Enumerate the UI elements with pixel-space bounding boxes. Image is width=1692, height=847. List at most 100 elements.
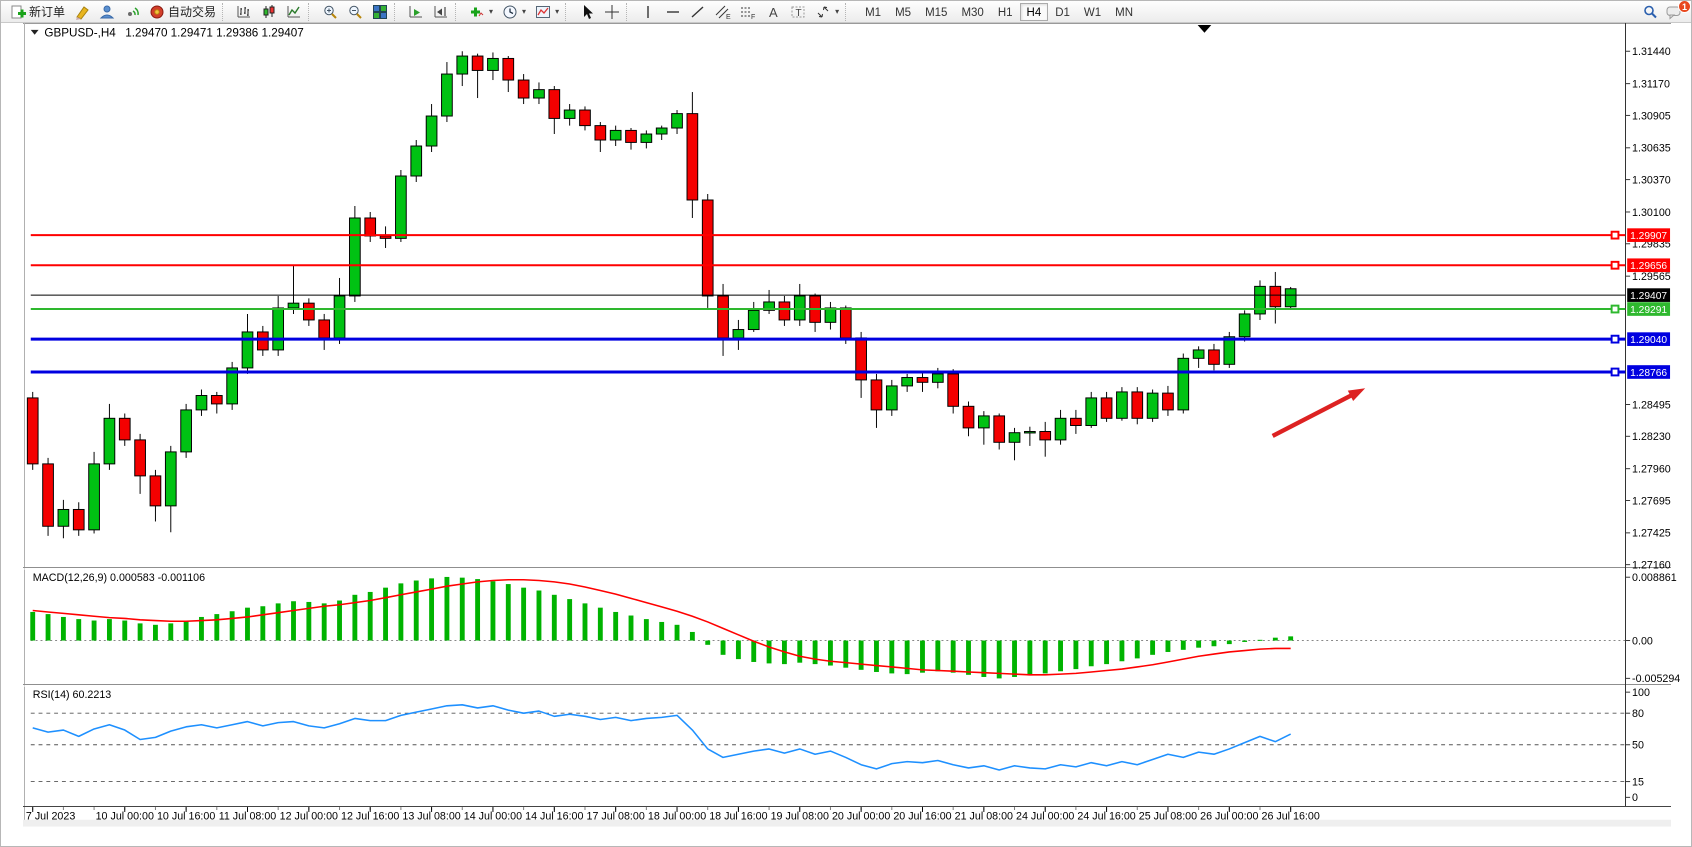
bull-candle bbox=[287, 302, 300, 309]
bear-candle bbox=[1039, 431, 1052, 441]
svg-text:1.29565: 1.29565 bbox=[1632, 271, 1671, 283]
svg-text:1.30370: 1.30370 bbox=[1632, 174, 1671, 186]
one-click-trading-toggle[interactable] bbox=[30, 29, 39, 35]
bull-candle bbox=[1254, 285, 1266, 315]
metaeditor-button[interactable] bbox=[69, 2, 94, 22]
horizontal-level-line[interactable] bbox=[30, 334, 1626, 344]
bull-candle bbox=[901, 377, 913, 387]
chart-shift-button[interactable] bbox=[428, 2, 453, 22]
trendline-tool-button[interactable] bbox=[685, 2, 710, 22]
svg-text:12 Jul 00:00: 12 Jul 00:00 bbox=[280, 811, 338, 823]
svg-text:E: E bbox=[726, 14, 731, 20]
periods-button[interactable]: ▾ bbox=[497, 2, 530, 22]
svg-text:17 Jul 08:00: 17 Jul 08:00 bbox=[587, 811, 645, 823]
search-icon bbox=[1641, 4, 1658, 20]
svg-text:20 Jul 00:00: 20 Jul 00:00 bbox=[832, 811, 890, 823]
svg-text:1.29407: 1.29407 bbox=[1630, 291, 1667, 302]
bull-candle bbox=[241, 331, 254, 369]
level-price-label: 1.29907 bbox=[1627, 228, 1671, 242]
timeframe-button-m5[interactable]: M5 bbox=[895, 6, 912, 19]
bull-candle bbox=[793, 295, 806, 321]
svg-text:26 Jul 00:00: 26 Jul 00:00 bbox=[1200, 811, 1258, 823]
zoom-in-button[interactable] bbox=[317, 2, 342, 22]
svg-text:13 Jul 08:00: 13 Jul 08:00 bbox=[402, 811, 460, 823]
bull-candle bbox=[272, 307, 285, 351]
tile-windows-button[interactable] bbox=[367, 2, 392, 22]
bull-candle bbox=[195, 395, 208, 411]
signal-icon bbox=[123, 4, 140, 20]
arrows-tool-button[interactable]: ▾ bbox=[810, 2, 843, 22]
chevron-down-icon: ▾ bbox=[835, 7, 840, 16]
notification-badge: 1 bbox=[1678, 1, 1691, 13]
chevron-down-icon: ▾ bbox=[522, 7, 527, 16]
cursor-tool-button[interactable] bbox=[574, 2, 599, 22]
auto-scroll-button[interactable] bbox=[403, 2, 428, 22]
svg-text:-0.005294: -0.005294 bbox=[1632, 673, 1680, 685]
channel-tool-button[interactable]: E bbox=[710, 2, 735, 22]
bear-candle bbox=[1100, 397, 1113, 419]
timeframe-button-w1[interactable]: W1 bbox=[1083, 6, 1102, 19]
templates-icon bbox=[534, 4, 551, 20]
notifications-button[interactable]: 1 bbox=[1662, 1, 1691, 22]
candlestick-button[interactable] bbox=[256, 2, 281, 22]
timeframe-button-m15[interactable]: M15 bbox=[925, 6, 948, 19]
bear-candle bbox=[1208, 349, 1220, 365]
templates-button[interactable]: ▾ bbox=[530, 2, 563, 22]
svg-text:0.00: 0.00 bbox=[1632, 635, 1653, 647]
chart-shift-marker[interactable] bbox=[1197, 24, 1212, 33]
indicators-button[interactable]: ▾ bbox=[464, 2, 497, 22]
zoom-out-button[interactable] bbox=[342, 2, 367, 22]
svg-text:1.27160: 1.27160 bbox=[1632, 560, 1671, 572]
bar-chart-button[interactable] bbox=[231, 2, 256, 22]
horizontal-level-line[interactable] bbox=[30, 230, 1626, 240]
auto-trading-button[interactable]: 自动交易 bbox=[144, 2, 220, 22]
signals-button[interactable] bbox=[119, 2, 144, 22]
svg-text:T: T bbox=[795, 8, 801, 19]
svg-text:1.31170: 1.31170 bbox=[1632, 79, 1670, 91]
bull-candle bbox=[885, 385, 898, 411]
bear-candle bbox=[947, 373, 960, 407]
timeframe-button-m1[interactable]: M1 bbox=[865, 6, 882, 19]
bear-candle bbox=[42, 463, 54, 527]
timeframe-button-h4[interactable]: H4 bbox=[1019, 2, 1049, 21]
new-order-button[interactable]: 新订单 bbox=[5, 2, 69, 22]
bull-candle bbox=[349, 217, 361, 297]
trend-arrow-annotation[interactable] bbox=[1271, 388, 1366, 438]
autotrading-icon bbox=[148, 4, 165, 20]
profile-icon bbox=[98, 4, 115, 20]
fibonacci-tool-button[interactable]: F bbox=[735, 2, 760, 22]
timeframe-button-mn[interactable]: MN bbox=[1115, 6, 1134, 19]
horizontal-line-tool-button[interactable] bbox=[660, 2, 685, 22]
horizontal-level-line[interactable] bbox=[30, 260, 1626, 270]
bull-candle bbox=[640, 133, 653, 143]
svg-text:10 Jul 16:00: 10 Jul 16:00 bbox=[157, 811, 215, 823]
price-chart-canvas[interactable]: 1.31440 1.31170 1.30905 1.30635 1.30370 1.301… bbox=[1, 23, 1692, 847]
horizontal-level-line[interactable] bbox=[30, 367, 1626, 377]
profile-button[interactable] bbox=[94, 2, 119, 22]
bear-candle bbox=[118, 417, 131, 441]
timeframe-button-h1[interactable]: H1 bbox=[997, 6, 1013, 19]
bear-candle bbox=[364, 217, 377, 237]
vertical-line-tool-button[interactable] bbox=[635, 2, 660, 22]
crosshair-tool-button[interactable] bbox=[599, 2, 624, 22]
bear-candle bbox=[379, 235, 392, 239]
horizontal-level-line[interactable] bbox=[30, 304, 1626, 314]
timeframe-button-m30[interactable]: M30 bbox=[961, 6, 984, 19]
svg-text:21 Jul 08:00: 21 Jul 08:00 bbox=[955, 811, 1013, 823]
search-button[interactable] bbox=[1637, 2, 1662, 22]
auto-trading-label: 自动交易 bbox=[168, 5, 217, 19]
svg-text:1.27695: 1.27695 bbox=[1632, 495, 1671, 507]
svg-text:24 Jul 16:00: 24 Jul 16:00 bbox=[1077, 811, 1135, 823]
bear-candle bbox=[502, 57, 515, 81]
timeframe-button-d1[interactable]: D1 bbox=[1055, 6, 1070, 19]
text-tool-button[interactable]: A bbox=[760, 2, 785, 22]
bull-candle bbox=[441, 73, 453, 117]
toolbar-separator bbox=[626, 2, 633, 21]
line-chart-button[interactable] bbox=[281, 2, 306, 22]
svg-text:26 Jul 16:00: 26 Jul 16:00 bbox=[1262, 811, 1320, 823]
text-label-tool-button[interactable]: T bbox=[785, 2, 810, 22]
svg-text:A: A bbox=[769, 5, 778, 20]
bear-candle bbox=[686, 113, 699, 201]
chart-window: 1.31440 1.31170 1.30905 1.30635 1.30370 1.301… bbox=[1, 23, 1692, 847]
